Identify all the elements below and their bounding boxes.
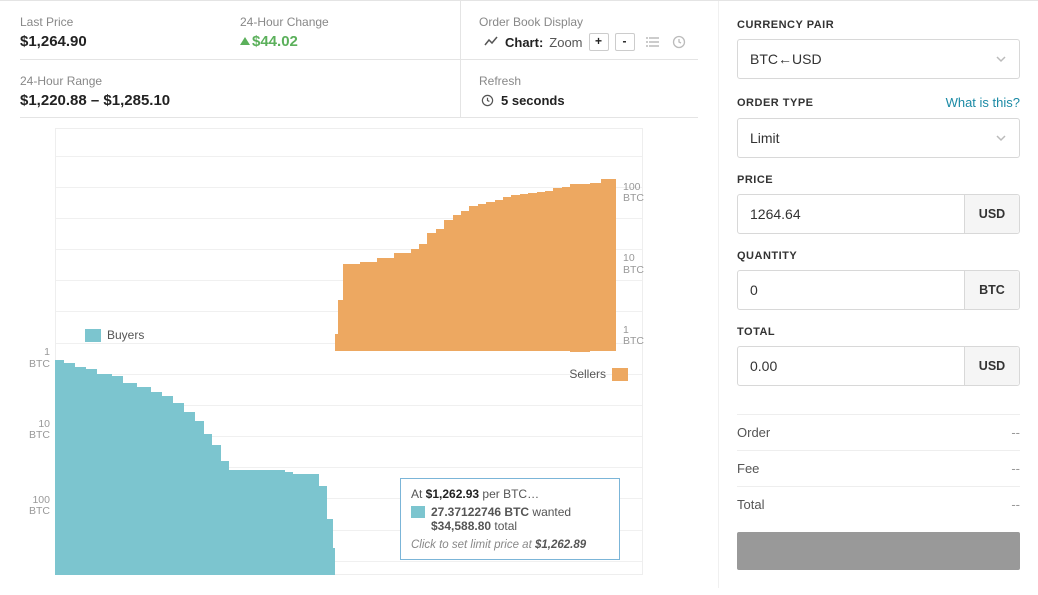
orderbook-display-label: Order Book Display [479,15,698,29]
list-view-icon[interactable] [645,34,661,50]
last-price-label: Last Price [20,15,240,29]
order-type-label: ORDER TYPE [737,97,814,109]
summary-order-value: -- [1011,425,1020,440]
up-triangle-icon [240,37,250,45]
submit-button[interactable] [737,532,1020,570]
zoom-in-button[interactable]: + [589,33,609,51]
tooltip-swatch [411,506,425,518]
change-value: $44.02 [252,33,298,50]
refresh-clock-icon [479,92,495,108]
refresh-label: Refresh [479,74,698,88]
price-input[interactable] [738,195,964,233]
change-label: 24-Hour Change [240,15,460,29]
order-type-select[interactable]: Limit [737,118,1020,158]
zoom-out-button[interactable]: - [615,33,635,51]
quantity-label: QUANTITY [737,250,1020,262]
sellers-legend: Sellers [569,367,628,381]
currency-pair-label: CURRENCY PAIR [737,19,1020,31]
total-label: TOTAL [737,326,1020,338]
buyers-swatch [85,329,101,342]
summary-order-label: Order [737,425,770,440]
depth-tooltip: At $1,262.93 per BTC… 27.37122746 BTC wa… [400,478,620,560]
currency-pair-select[interactable]: BTC←USD [737,39,1020,79]
chevron-down-icon [995,134,1007,142]
chevron-down-icon [995,55,1007,63]
total-input[interactable] [738,347,964,385]
range-label: 24-Hour Range [20,74,460,88]
summary-fee-value: -- [1011,461,1020,476]
chart-icon[interactable] [483,34,499,50]
zoom-label: Zoom [549,35,582,50]
quantity-unit: BTC [964,271,1019,309]
order-type-value: Limit [750,130,780,146]
buyers-legend: Buyers [85,328,144,342]
last-price-value: $1,264.90 [20,33,240,50]
refresh-value: 5 seconds [501,93,565,108]
summary-total-value: -- [1011,497,1020,512]
history-icon[interactable] [671,34,687,50]
summary-total-label: Total [737,497,764,512]
what-is-this-link[interactable]: What is this? [946,95,1020,110]
depth-chart[interactable]: Buyers Sellers 1BTC10BTC100BTC 100BTC10B… [20,128,698,588]
price-label: PRICE [737,174,1020,186]
total-unit: USD [964,347,1019,385]
range-value: $1,220.88 – $1,285.10 [20,92,460,109]
price-unit: USD [964,195,1019,233]
summary-fee-label: Fee [737,461,759,476]
chart-prefix: Chart: [505,35,543,50]
quantity-input[interactable] [738,271,964,309]
sellers-swatch [612,368,628,381]
currency-pair-value: BTC←USD [750,51,822,67]
